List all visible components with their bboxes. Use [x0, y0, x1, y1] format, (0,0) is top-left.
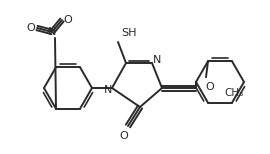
Text: N: N: [104, 85, 112, 95]
Text: O: O: [64, 15, 72, 25]
Text: CH₃: CH₃: [224, 88, 243, 98]
Text: SH: SH: [121, 28, 137, 38]
Text: O: O: [27, 23, 35, 33]
Text: N: N: [48, 27, 56, 37]
Text: O: O: [120, 131, 128, 141]
Text: N: N: [153, 55, 161, 65]
Text: O: O: [206, 82, 214, 92]
